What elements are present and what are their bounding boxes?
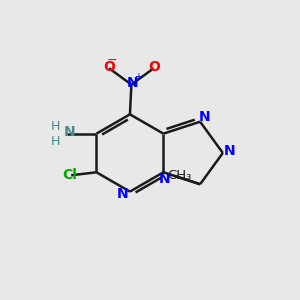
Text: N: N — [224, 145, 235, 158]
Text: H: H — [51, 120, 60, 133]
Text: N: N — [117, 187, 128, 201]
Text: N: N — [64, 125, 76, 139]
Text: CH₃: CH₃ — [167, 169, 191, 182]
Text: Cl: Cl — [62, 168, 77, 182]
Text: O: O — [103, 60, 115, 74]
Text: N: N — [127, 76, 139, 90]
Text: H: H — [51, 135, 60, 148]
Text: N: N — [159, 172, 171, 186]
Text: +: + — [134, 72, 142, 82]
Text: −: − — [107, 53, 117, 66]
Text: O: O — [148, 60, 160, 74]
Text: N: N — [199, 110, 210, 124]
